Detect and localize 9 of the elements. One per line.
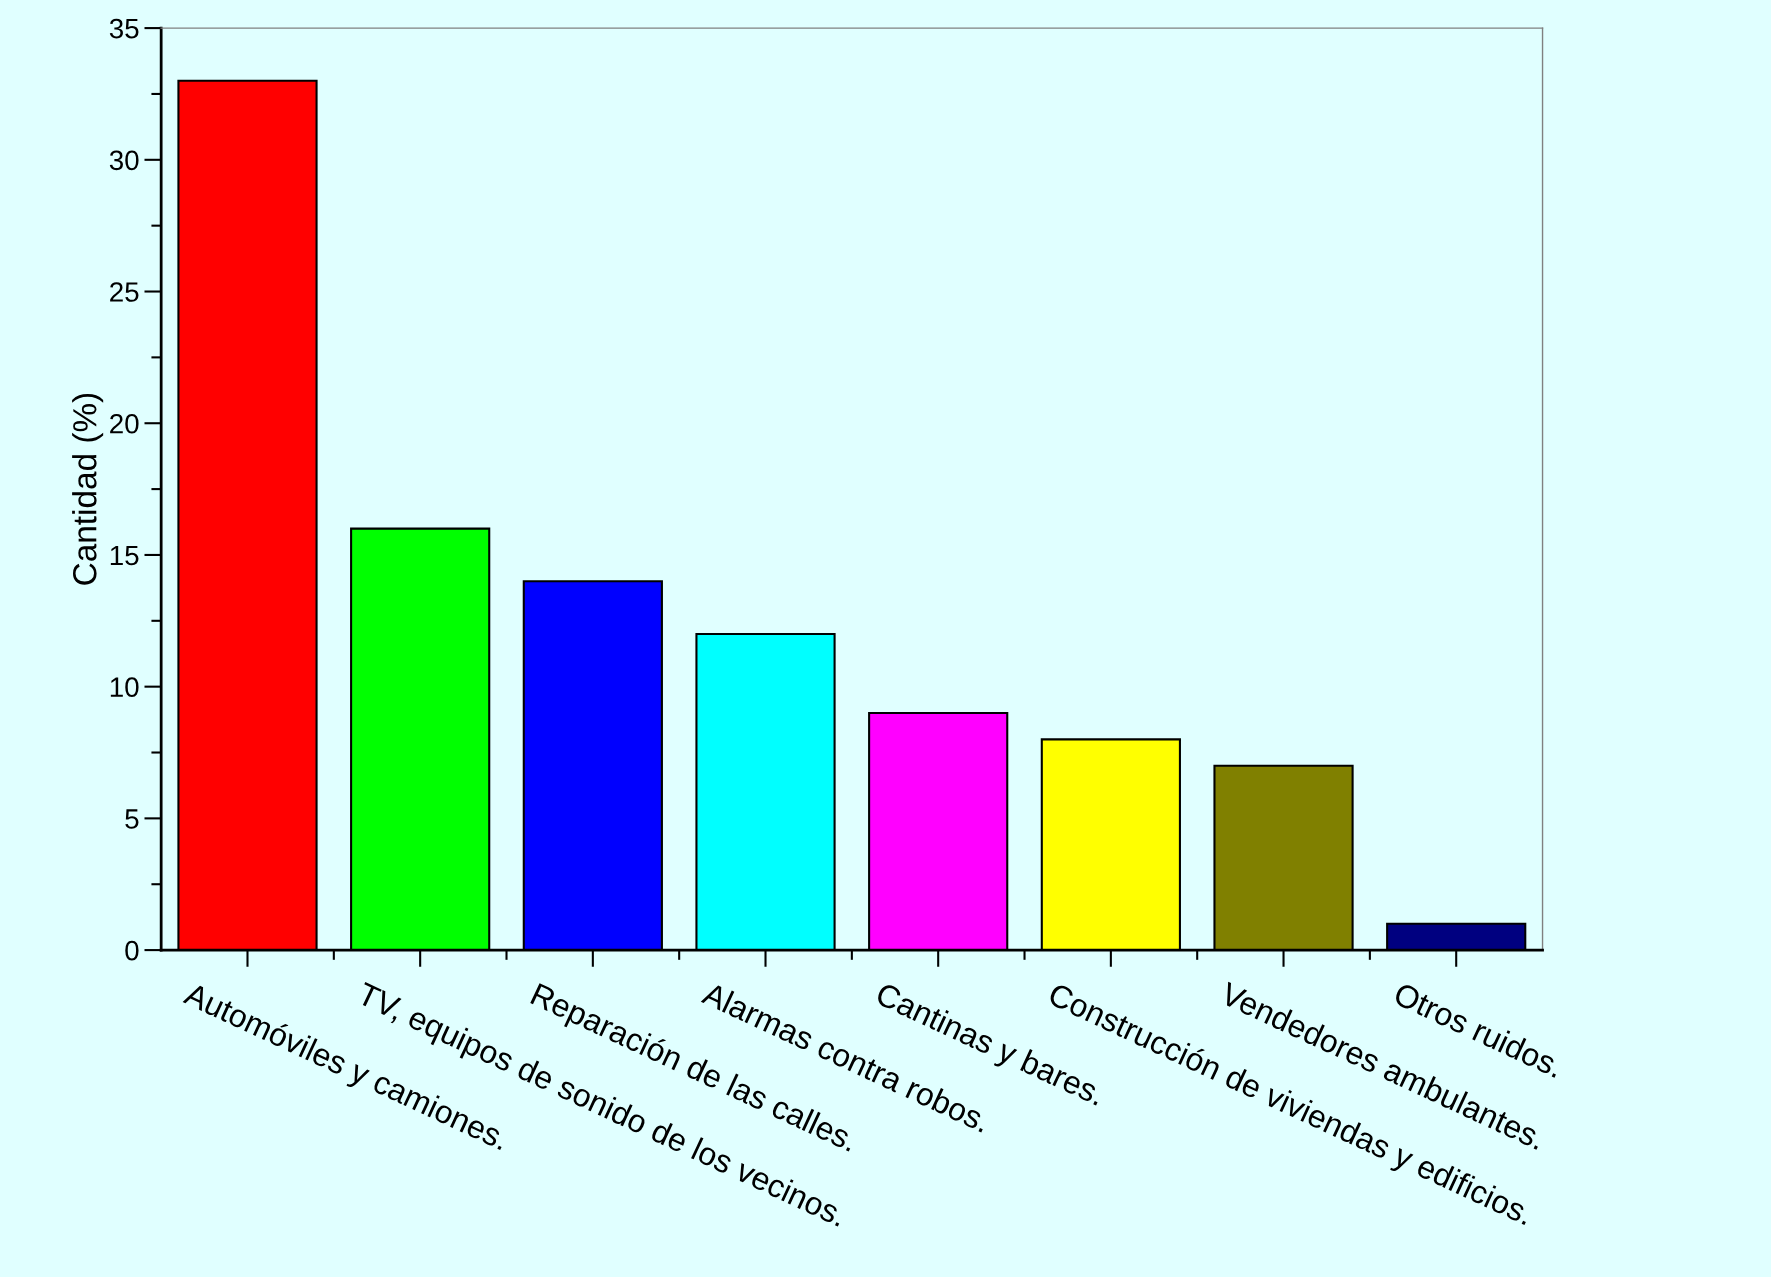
y-tick-label: 20: [110, 413, 139, 434]
y-axis-title: Cantidad (%): [72, 393, 104, 585]
y-tick-label: 5: [125, 809, 139, 829]
y-tick-label: 25: [110, 282, 139, 302]
y-tick-label: 0: [125, 940, 139, 961]
y-tick-label: 35: [109, 18, 139, 39]
y-tick-label: 10: [110, 677, 139, 697]
y-tick-label: 30: [109, 150, 139, 171]
y-tick-label: 15: [110, 545, 139, 566]
